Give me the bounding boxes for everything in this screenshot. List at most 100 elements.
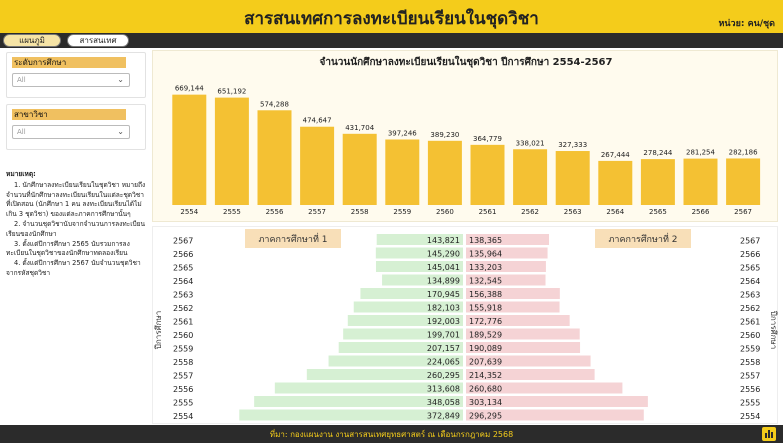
bar-2555 xyxy=(214,97,249,205)
semester-butterfly-chart-svg: ภาคการศึกษาที่ 1 ภาคการศึกษาที่ 2 ปีการศึก… xyxy=(154,229,778,421)
data-label-2555: 651,192 xyxy=(217,88,246,96)
bar-2566 xyxy=(683,158,718,205)
source-note: ที่มา: กองแผนงาน งานสารสนเทศยุทธศาสตร์ ณ… xyxy=(269,430,514,439)
sem1-bar-2563 xyxy=(360,288,463,299)
sem1-bar-2558 xyxy=(328,355,463,367)
sem2-label-2555: 303,134 xyxy=(469,398,502,407)
sem2-label-2558: 207,639 xyxy=(469,358,502,367)
notes-panel: หมายเหตุ: 1. นักศึกษาลงทะเบียนเรียนในชุด… xyxy=(6,170,146,279)
sem2-label-2557: 214,352 xyxy=(469,371,502,380)
data-label-2561: 364,779 xyxy=(473,135,502,143)
sem1-bar-2567 xyxy=(376,234,463,245)
note-item: 4. ตั้งแต่ปีการศึกษา 2567 นับจำนวนชุดวิช… xyxy=(6,259,141,277)
data-label-2566: 281,254 xyxy=(686,149,715,157)
bar-2556 xyxy=(257,110,292,205)
x-tick-2563: 2563 xyxy=(564,208,582,216)
sem2-label-2562: 155,918 xyxy=(469,304,502,313)
y-tick-right-2561: 2561 xyxy=(740,318,760,327)
y-axis-title-left: ปีการศึกษา xyxy=(154,311,163,350)
y-tick-right-2557: 2557 xyxy=(740,372,760,381)
chart-nav-button[interactable]: แผนภูมิ xyxy=(3,34,61,47)
y-tick-left-2555: 2555 xyxy=(173,399,193,408)
sem1-label-2567: 143,821 xyxy=(427,236,460,245)
sem1-bar-2554 xyxy=(239,409,463,421)
header-bar: สารสนเทศการลงทะเบียนเรียนในชุดวิชา หน่วย… xyxy=(0,0,783,33)
data-label-2564: 267,444 xyxy=(601,151,630,159)
sem2-label-2566: 135,964 xyxy=(469,250,502,259)
bar-2554 xyxy=(172,94,207,205)
bar-2557 xyxy=(300,126,335,205)
bar-2564 xyxy=(598,160,633,205)
sem1-bar-2565 xyxy=(375,261,463,272)
notes-heading: หมายเหตุ: xyxy=(6,170,36,178)
data-label-2560: 389,230 xyxy=(430,131,459,139)
y-tick-right-2563: 2563 xyxy=(740,291,760,300)
sem1-bar-2561 xyxy=(347,315,463,326)
data-label-2557: 474,647 xyxy=(303,117,332,125)
bar-2559 xyxy=(385,139,420,205)
sem2-bar-2554 xyxy=(466,409,644,421)
sem2-label-2565: 133,203 xyxy=(469,263,502,272)
sem2-bar-2562 xyxy=(466,301,560,313)
sem2-bar-2556 xyxy=(466,382,623,394)
y-tick-left-2558: 2558 xyxy=(173,358,193,367)
sem2-bar-2559 xyxy=(466,342,581,353)
bar-2562 xyxy=(513,149,548,205)
sem2-bar-2567 xyxy=(466,234,550,245)
y-tick-left-2561: 2561 xyxy=(173,318,193,327)
y-tick-right-2555: 2555 xyxy=(740,399,760,408)
y-tick-right-2564: 2564 xyxy=(740,277,760,286)
sem1-bar-2564 xyxy=(382,274,463,286)
semester-comparison-chart: ภาคการศึกษาที่ 1 ภาคการศึกษาที่ 2 ปีการศึก… xyxy=(152,226,778,424)
bar-2563 xyxy=(555,151,590,205)
sem2-bar-2565 xyxy=(466,261,546,272)
sem1-header: ภาคการศึกษาที่ 1 xyxy=(258,232,327,245)
bar-2560 xyxy=(427,140,462,205)
sem1-label-2556: 313,608 xyxy=(427,385,460,394)
y-tick-right-2556: 2556 xyxy=(740,385,760,394)
data-label-2562: 338,021 xyxy=(516,139,545,147)
sem2-bar-2563 xyxy=(466,288,560,299)
unit-label: หน่วย: คน/ชุด xyxy=(718,19,775,29)
sem1-label-2554: 372,849 xyxy=(427,412,460,421)
sem1-label-2566: 145,290 xyxy=(427,250,460,259)
powerbi-icon[interactable] xyxy=(762,427,776,441)
y-tick-left-2556: 2556 xyxy=(173,385,193,394)
y-tick-right-2566: 2566 xyxy=(740,250,760,259)
x-tick-2557: 2557 xyxy=(308,208,326,216)
info-nav-button[interactable]: สารสนเทศ xyxy=(67,34,129,47)
note-item: 2. จำนวนชุดวิชานับจากจำนวนการลงทะเบียนเร… xyxy=(6,219,146,238)
sem2-label-2567: 138,365 xyxy=(469,236,502,245)
sem1-bar-2560 xyxy=(343,328,463,340)
y-tick-right-2559: 2559 xyxy=(740,345,760,354)
y-tick-right-2560: 2560 xyxy=(740,331,760,340)
sem2-bar-2558 xyxy=(466,355,591,367)
field-select[interactable]: All ⌄ xyxy=(12,125,130,139)
sem2-bar-2555 xyxy=(466,396,648,407)
sem1-label-2564: 134,899 xyxy=(427,277,460,286)
sem1-label-2555: 348,058 xyxy=(427,398,460,407)
data-label-2567: 282,186 xyxy=(729,148,758,156)
sem2-label-2564: 132,545 xyxy=(469,277,502,286)
bar-2558 xyxy=(342,133,377,205)
x-tick-2564: 2564 xyxy=(606,208,624,216)
data-label-2559: 397,246 xyxy=(388,129,417,137)
data-label-2565: 278,244 xyxy=(643,149,672,157)
page-title: สารสนเทศการลงทะเบียนเรียนในชุดวิชา xyxy=(244,9,539,29)
y-tick-right-2567: 2567 xyxy=(740,237,760,246)
x-tick-2558: 2558 xyxy=(351,208,369,216)
x-tick-2566: 2566 xyxy=(692,208,710,216)
y-tick-right-2558: 2558 xyxy=(740,358,760,367)
level-select[interactable]: All ⌄ xyxy=(12,73,130,87)
note-item: 1. นักศึกษาลงทะเบียนเรียนในชุดวิชา หมายถ… xyxy=(6,180,146,219)
sem2-bar-2561 xyxy=(466,315,570,326)
data-label-2554: 669,144 xyxy=(175,85,204,93)
sem1-label-2565: 145,041 xyxy=(427,263,460,272)
sem2-header-band xyxy=(595,229,691,248)
data-label-2563: 327,333 xyxy=(558,141,587,149)
y-tick-left-2565: 2565 xyxy=(173,264,193,273)
yearly-bar-chart-svg: 669,144 2554 651,192 2555 574,288 2556 474,647… xyxy=(172,85,761,216)
data-label-2556: 574,288 xyxy=(260,100,289,108)
y-tick-left-2563: 2563 xyxy=(173,291,193,300)
